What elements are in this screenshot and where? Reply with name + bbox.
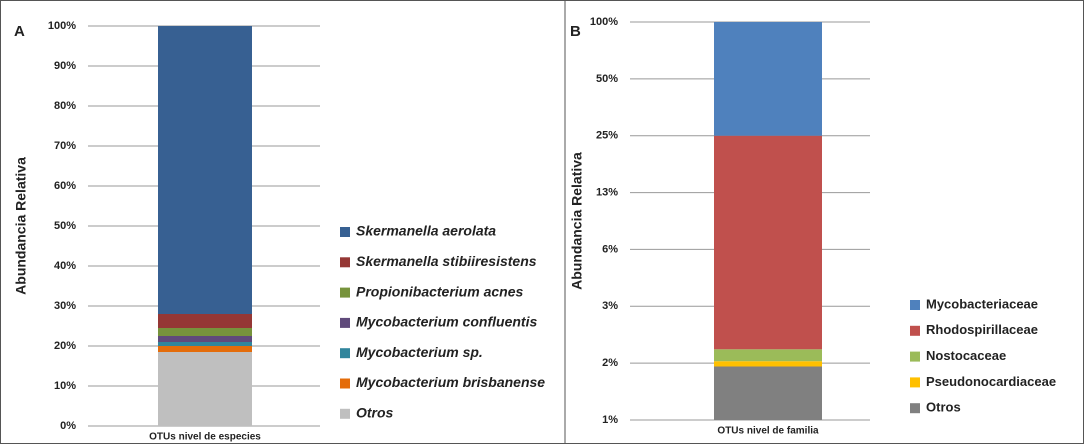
y-tick-label: 100% — [48, 20, 76, 32]
legend-label: Otros — [356, 405, 394, 421]
bar-segment — [158, 328, 252, 336]
legend-swatch — [910, 300, 920, 310]
y-tick-label: 50% — [596, 73, 618, 85]
legend-label: Propionibacterium acnes — [356, 283, 523, 299]
legend-swatch — [340, 408, 350, 419]
y-axis-title: Abundancia Relativa — [569, 152, 585, 290]
legend-swatch — [340, 317, 350, 328]
panel-label: A — [14, 23, 25, 40]
y-tick-label: 2% — [602, 357, 618, 369]
bar-segment — [714, 135, 822, 350]
bar-segment — [158, 352, 252, 426]
y-tick-label: 80% — [54, 100, 76, 112]
legend-label: Mycobacterium confluentis — [356, 314, 537, 330]
legend-swatch — [910, 325, 920, 336]
bar-segment — [714, 366, 822, 420]
legend-label: Mycobacteriaceae — [926, 296, 1038, 311]
legend-label: Mycobacterium sp. — [356, 344, 483, 360]
legend-label: Skermanella aerolata — [356, 223, 496, 239]
y-tick-label: 90% — [54, 60, 76, 72]
legend-swatch — [340, 378, 350, 389]
y-tick-label: 13% — [596, 186, 618, 198]
bar-segment — [158, 342, 252, 346]
legend-label: Rhodospirillaceae — [926, 322, 1038, 337]
legend-label: Otros — [926, 400, 961, 415]
y-tick-label: 6% — [602, 243, 618, 255]
legend-swatch — [910, 403, 920, 414]
y-tick-label: 70% — [54, 140, 76, 152]
bar-segment — [714, 22, 822, 136]
x-tick-label: OTUs nivel de familia — [717, 426, 819, 437]
legend-swatch — [340, 257, 350, 268]
legend-label: Mycobacterium brisbanense — [356, 374, 545, 390]
legend-swatch — [340, 348, 350, 359]
x-tick-label: OTUs nivel de especies — [149, 432, 261, 443]
legend-swatch — [910, 377, 920, 388]
bar-segment — [158, 26, 252, 314]
legend-label: Pseudonocardiaceae — [926, 374, 1056, 389]
y-tick-label: 1% — [602, 414, 618, 426]
legend-swatch — [340, 227, 350, 237]
bar-segment — [714, 361, 822, 367]
y-tick-label: 40% — [54, 260, 76, 272]
panel-label: B — [570, 23, 581, 40]
y-tick-label: 30% — [54, 300, 76, 312]
bar-segment — [714, 349, 822, 362]
y-tick-label: 100% — [590, 16, 618, 28]
y-tick-label: 50% — [54, 220, 76, 232]
y-tick-label: 0% — [60, 420, 76, 432]
y-tick-label: 20% — [54, 340, 76, 352]
y-tick-label: 25% — [596, 130, 618, 142]
legend-swatch — [340, 287, 350, 298]
legend-swatch — [910, 351, 920, 362]
y-tick-label: 10% — [54, 380, 76, 392]
y-tick-label: 60% — [54, 180, 76, 192]
legend-label: Skermanella stibiiresistens — [356, 253, 537, 269]
bar-segment — [158, 314, 252, 328]
legend-label: Nostocaceae — [926, 348, 1006, 363]
bar-segment — [158, 336, 252, 342]
y-axis-title: Abundancia Relativa — [13, 157, 29, 295]
bar-segment — [158, 346, 252, 352]
y-tick-label: 3% — [602, 300, 618, 312]
